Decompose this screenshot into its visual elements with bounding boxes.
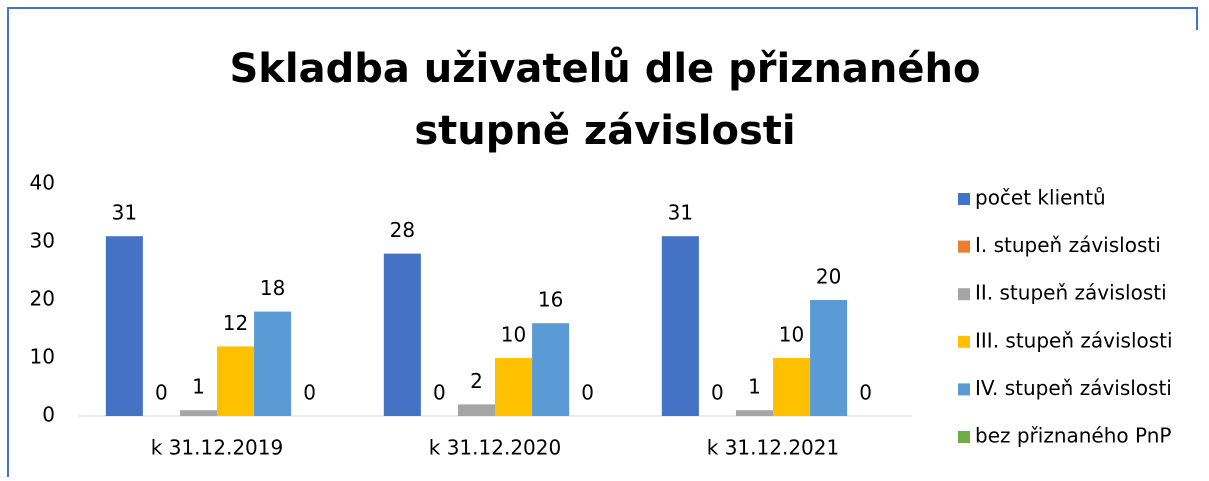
legend-label: počet klientů xyxy=(975,186,1106,210)
data-label: 10 xyxy=(501,323,526,347)
bar xyxy=(457,404,495,416)
legend-label: bez přiznaného PnP xyxy=(975,424,1171,448)
bar xyxy=(495,358,533,416)
bar xyxy=(179,410,217,416)
y-tick-label: 10 xyxy=(30,345,55,369)
data-label: 31 xyxy=(112,201,137,225)
data-label: 31 xyxy=(668,201,693,225)
legend-swatch xyxy=(958,335,970,348)
data-label: 28 xyxy=(390,218,415,242)
bar xyxy=(254,311,292,416)
frame xyxy=(7,7,1198,477)
data-label: 0 xyxy=(581,381,594,405)
y-tick-label: 40 xyxy=(30,171,55,195)
bar xyxy=(532,323,570,416)
y-tick-label: 0 xyxy=(42,403,55,427)
bar xyxy=(383,253,421,416)
legend-label: I. stupeň závislosti xyxy=(975,233,1161,257)
chart-title: Skladba uživatelů dle přiznaného stupně … xyxy=(229,46,981,154)
data-label: 0 xyxy=(155,381,168,405)
data-label: 0 xyxy=(711,381,724,405)
data-label: 0 xyxy=(859,381,872,405)
data-label: 1 xyxy=(748,375,761,399)
x-tick-label: k 31.12.2020 xyxy=(429,436,561,460)
data-label: 10 xyxy=(779,323,804,347)
legend-label: II. stupeň závislosti xyxy=(975,281,1167,305)
data-label: 16 xyxy=(538,288,563,312)
y-tick-label: 20 xyxy=(30,287,55,311)
data-label: 12 xyxy=(223,311,248,335)
bar xyxy=(661,236,699,416)
bar xyxy=(217,346,255,416)
legend-swatch xyxy=(958,431,970,443)
bar xyxy=(773,358,811,416)
legend-swatch xyxy=(958,193,970,205)
x-tick-label: k 31.12.2021 xyxy=(707,436,839,460)
legend-swatch xyxy=(958,383,970,396)
legend-swatch xyxy=(958,288,970,301)
x-tick-label: k 31.12.2019 xyxy=(151,436,283,460)
data-label: 0 xyxy=(303,381,316,405)
legend-label: III. stupeň závislosti xyxy=(975,328,1173,352)
bar xyxy=(810,300,848,416)
data-label: 0 xyxy=(433,381,446,405)
data-label: 2 xyxy=(470,369,483,393)
data-label: 18 xyxy=(260,276,285,300)
legend-label: IV. stupeň závislosti xyxy=(975,376,1172,400)
data-label: 20 xyxy=(816,265,841,289)
bar xyxy=(735,410,773,416)
legend-swatch xyxy=(958,240,970,253)
bar xyxy=(105,236,143,416)
data-label: 1 xyxy=(192,375,205,399)
y-tick-label: 30 xyxy=(30,229,55,253)
